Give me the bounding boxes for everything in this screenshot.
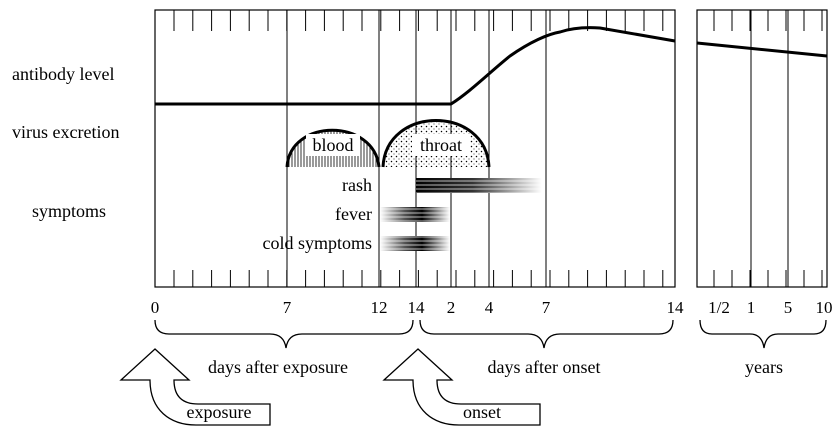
tick-label-onset-7: 7 xyxy=(542,298,551,317)
tick-label-onset-2: 2 xyxy=(447,298,456,317)
exposure-days-brace xyxy=(154,319,414,349)
tick-label-day-0: 0 xyxy=(151,298,160,317)
onset-callout-label: onset xyxy=(463,402,501,422)
main-panel-frame xyxy=(154,9,676,288)
axis-group-days-after-exposure: days after exposure xyxy=(208,357,348,377)
tick-label-day-14: 14 xyxy=(408,298,426,317)
tick-label-onset-14: 14 xyxy=(667,298,685,317)
antibody-level-curve xyxy=(155,26,676,106)
top-tick-marks xyxy=(173,10,823,31)
tick-label-day-12: 12 xyxy=(371,298,388,317)
exposure-callout-label: exposure xyxy=(187,402,252,422)
tick-label-year-5: 5 xyxy=(784,298,793,317)
throat-phase-label: throat xyxy=(420,135,462,155)
tick-label-year-half: 1/2 xyxy=(708,298,730,317)
tick-label-day-7: 7 xyxy=(283,298,292,317)
onset-days-brace xyxy=(419,319,674,349)
row-label-virus: virus excretion xyxy=(12,122,119,142)
symptom-label-fever: fever xyxy=(335,204,372,224)
antibody-level-years-curve xyxy=(696,41,828,58)
axis-group-days-after-onset: days after onset xyxy=(488,357,601,377)
throat-phase-hump xyxy=(381,119,491,168)
blood-phase-hump xyxy=(285,128,381,168)
blood-phase-label: blood xyxy=(312,135,353,155)
years-brace xyxy=(699,319,827,349)
symptom-label-cold-symptoms: cold symptoms xyxy=(262,233,372,253)
tick-label-year-10: 10 xyxy=(816,298,833,317)
onset-callout-arrow xyxy=(382,348,541,426)
row-label-antibody: antibody level xyxy=(12,64,114,84)
years-panel-frame xyxy=(696,9,828,288)
bottom-tick-marks xyxy=(173,270,823,287)
axis-group-years: years xyxy=(745,357,783,377)
row-label-symptoms: symptoms xyxy=(32,201,106,221)
tick-label-year-1: 1 xyxy=(747,298,756,317)
exposure-callout-arrow xyxy=(119,348,271,426)
year-gridlines xyxy=(750,10,789,287)
tick-label-onset-4: 4 xyxy=(485,298,494,317)
symptom-label-rash: rash xyxy=(342,175,372,195)
blood-label-bg xyxy=(306,134,360,156)
throat-label-bg xyxy=(412,134,470,156)
